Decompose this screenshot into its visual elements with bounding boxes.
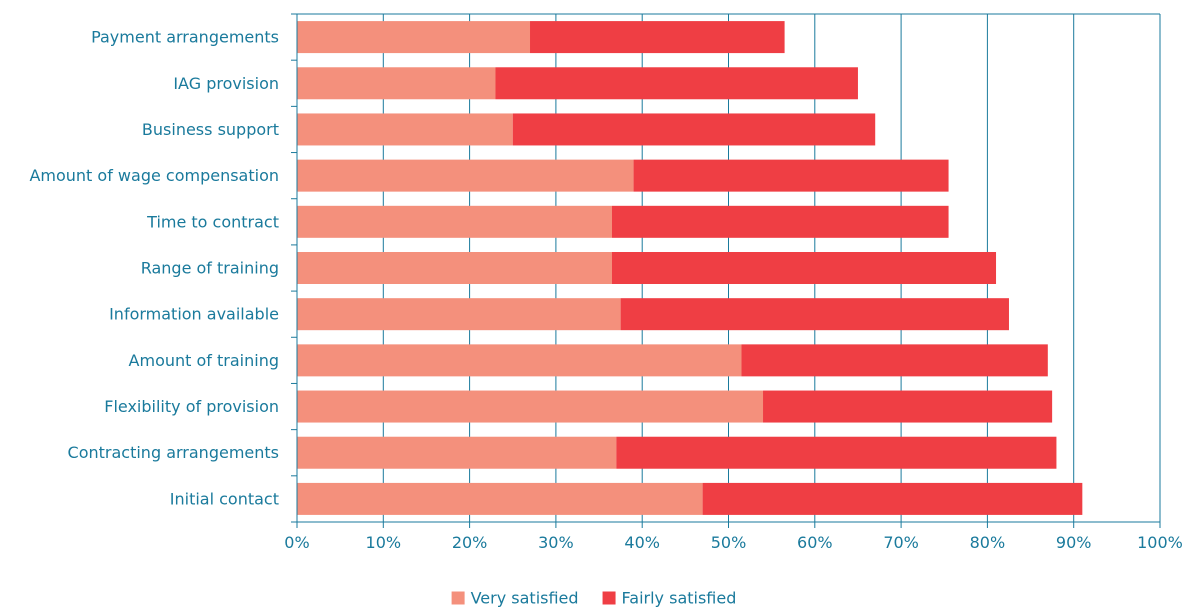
bar-very-satisfied-6 bbox=[297, 298, 621, 331]
bar-very-satisfied-3 bbox=[297, 159, 634, 192]
category-label: Time to contract bbox=[146, 212, 279, 231]
x-tick-label: 0% bbox=[284, 533, 309, 552]
bar-fairly-satisfied-3 bbox=[633, 159, 949, 192]
bar-very-satisfied-8 bbox=[297, 390, 764, 423]
bar-fairly-satisfied-2 bbox=[512, 113, 876, 146]
x-tick-label: 80% bbox=[970, 533, 1006, 552]
bar-very-satisfied-1 bbox=[297, 67, 496, 100]
bar-very-satisfied-0 bbox=[297, 21, 531, 54]
category-label: Information available bbox=[109, 305, 279, 324]
bar-very-satisfied-5 bbox=[297, 252, 612, 284]
bar-very-satisfied-7 bbox=[297, 344, 742, 377]
bar-fairly-satisfied-4 bbox=[611, 205, 949, 238]
x-tick-label: 30% bbox=[538, 533, 574, 552]
bar-fairly-satisfied-10 bbox=[702, 482, 1083, 515]
bar-fairly-satisfied-7 bbox=[741, 344, 1048, 377]
bar-fairly-satisfied-0 bbox=[530, 21, 785, 54]
category-label: Flexibility of provision bbox=[104, 397, 279, 416]
bar-fairly-satisfied-8 bbox=[763, 390, 1053, 423]
x-tick-label: 70% bbox=[883, 533, 919, 552]
legend-swatch-fairly-satisfied bbox=[602, 591, 616, 605]
bar-very-satisfied-2 bbox=[297, 113, 513, 146]
bars bbox=[297, 21, 1083, 515]
category-labels: Payment arrangements IAG provision Busines… bbox=[29, 28, 279, 509]
bar-very-satisfied-10 bbox=[297, 482, 703, 515]
x-tick-label: 20% bbox=[452, 533, 488, 552]
legend: Very satisfied Fairly satisfied bbox=[451, 589, 737, 608]
category-label: Contracting arrangements bbox=[68, 443, 279, 462]
category-label: Amount of training bbox=[129, 351, 279, 370]
x-tick-labels: 0% 10% 20% 30% 40% 50% 60% 70% 80% 90% 100% bbox=[284, 533, 1183, 552]
x-tick-label: 100% bbox=[1137, 533, 1183, 552]
category-label: Business support bbox=[142, 120, 279, 139]
category-label: Initial contact bbox=[170, 489, 279, 508]
category-label: IAG provision bbox=[173, 74, 279, 93]
axes bbox=[291, 13, 1161, 528]
category-label: Range of training bbox=[141, 259, 279, 278]
bar-fairly-satisfied-9 bbox=[616, 436, 1057, 469]
legend-label: Very satisfied bbox=[471, 589, 579, 608]
x-tick-label: 50% bbox=[711, 533, 747, 552]
x-tick-label: 60% bbox=[797, 533, 833, 552]
bar-very-satisfied-9 bbox=[297, 436, 617, 469]
x-tick-label: 90% bbox=[1056, 533, 1092, 552]
x-tick-label: 10% bbox=[366, 533, 402, 552]
legend-label: Fairly satisfied bbox=[622, 589, 737, 608]
x-tick-label: 40% bbox=[624, 533, 660, 552]
category-label: Payment arrangements bbox=[91, 28, 279, 47]
category-label: Amount of wage compensation bbox=[29, 166, 279, 185]
bar-fairly-satisfied-5 bbox=[611, 252, 997, 284]
bar-fairly-satisfied-6 bbox=[620, 298, 1009, 331]
legend-swatch-very-satisfied bbox=[451, 591, 465, 605]
bar-very-satisfied-4 bbox=[297, 205, 612, 238]
bar-fairly-satisfied-1 bbox=[495, 67, 858, 100]
